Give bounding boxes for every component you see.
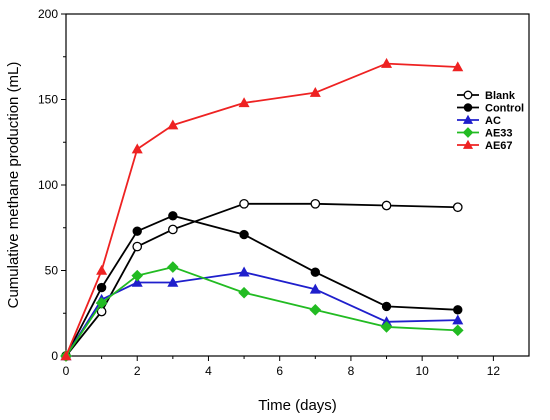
data-point-ac [131,276,143,287]
series-blank [61,198,463,361]
legend-label: AE33 [485,128,513,140]
data-point-ae33 [95,297,108,309]
series-ae33 [60,261,464,362]
data-point-control [132,226,142,236]
y-tick-label: 200 [38,7,58,21]
x-tick-label: 8 [348,364,355,378]
y-tick-label: 150 [38,93,58,107]
series-line-ae67 [65,62,458,357]
legend-item-ac: AC [457,114,501,127]
data-point-blank [167,224,178,235]
data-point-blank [239,198,249,209]
data-point-ae67 [309,87,321,97]
data-point-control [239,229,249,240]
x-tick-label: 12 [487,364,501,378]
data-point-ae33 [131,269,144,282]
legend-item-control: Control [457,103,524,115]
series-line-control [65,214,458,357]
data-point-ae33 [309,304,322,316]
data-point-ae67 [381,57,393,68]
legend-item-ae67: AE67 [457,139,513,152]
series-line-ac [65,271,458,357]
y-axis-title: Cumulative methane production (mL) [5,62,22,309]
legend-marker [462,139,474,149]
data-point-control [310,267,321,277]
x-tick-label: 10 [415,364,429,378]
legend-marker [462,127,474,138]
legend-label: AC [485,115,501,127]
legend-marker [463,103,473,112]
legend-label: AE67 [485,140,513,152]
series-control [61,211,463,361]
legend-label: Control [485,103,524,115]
legend-item-ae33: AE33 [457,127,513,140]
series-ac [60,266,464,361]
legend-marker [462,114,474,124]
y-tick-label: 0 [51,349,58,363]
data-point-ae33 [380,321,393,333]
data-point-ae33 [238,286,250,299]
data-point-blank [452,202,463,213]
legend-marker [463,90,473,100]
data-point-control [96,282,107,293]
x-axis-title: Time (days) [258,397,337,414]
x-tick-label: 0 [63,364,70,378]
y-tick-label: 50 [45,264,59,278]
series-layer [60,57,464,362]
data-point-ac [309,283,321,294]
data-point-control [453,305,463,315]
data-point-ac [452,314,464,325]
x-tick-label: 4 [205,364,212,378]
legend-label: Blank [485,90,516,102]
x-tick-label: 6 [276,364,283,378]
x-tick-label: 2 [134,364,141,378]
data-point-ae67 [452,61,464,72]
series-line-ae33 [65,266,458,357]
data-point-ae67 [96,264,108,275]
data-point-blank [381,200,392,211]
data-point-ae33 [167,261,179,273]
y-tick-label: 100 [38,178,58,192]
data-point-control [168,211,178,221]
data-point-control [381,301,392,312]
data-point-ae67 [60,350,72,361]
data-point-ae33 [451,324,464,337]
series-ae67 [60,57,464,361]
legend-item-blank: Blank [457,90,516,102]
data-point-ac [238,266,250,277]
data-point-ac [167,276,179,287]
data-point-ae67 [238,97,250,108]
series-line-blank [65,202,458,357]
data-point-ae67 [131,143,143,154]
data-point-ae67 [167,119,179,130]
data-point-blank [132,241,143,252]
data-point-blank [310,198,321,209]
plot-area: 0 2 4 6 8 10 12 0 50 100 150 200 [38,7,530,378]
